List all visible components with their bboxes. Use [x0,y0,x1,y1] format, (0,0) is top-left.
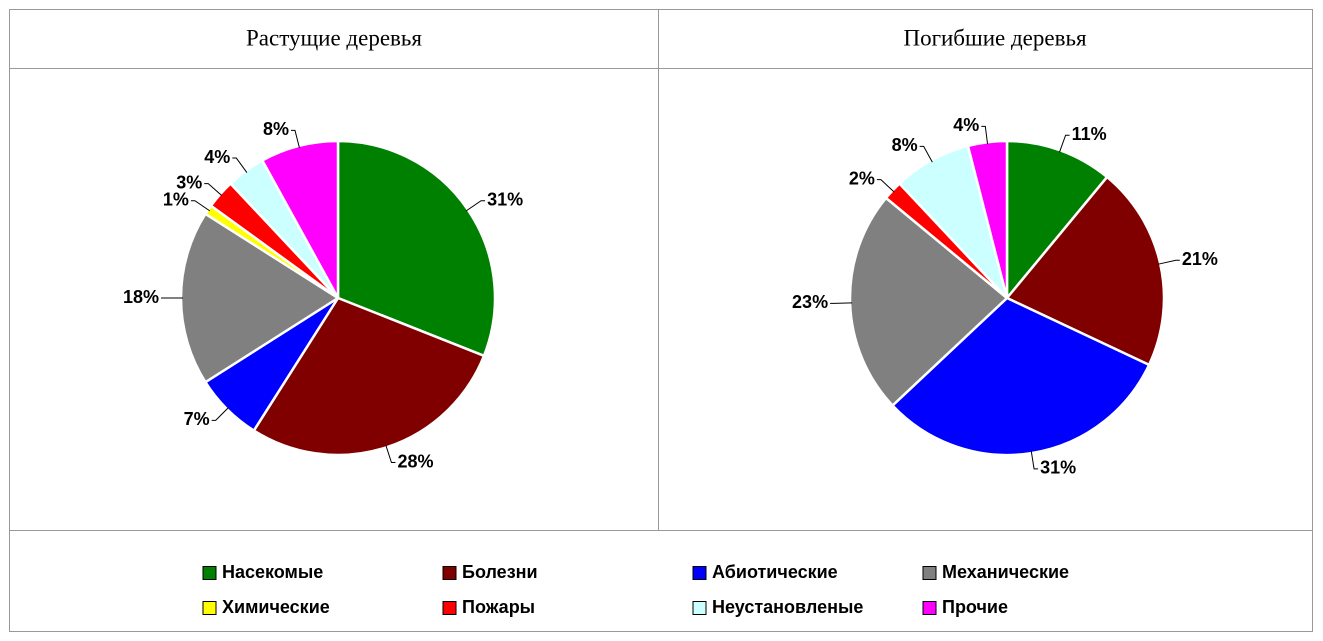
data-label: 23% [792,292,828,312]
data-label: 4% [204,147,230,167]
legend-swatch [442,601,457,615]
data-label: 7% [184,409,210,429]
legend-swatch [922,566,937,580]
legend-swatch [202,566,217,580]
data-label: 4% [953,115,979,135]
leader-line [204,183,223,196]
leader-line [232,157,248,173]
data-label: 8% [892,135,918,155]
legend-label: Прочие [942,597,1008,617]
leader-line [385,445,396,464]
legend-swatch [442,566,457,580]
leader-line [1158,259,1180,265]
data-label: 2% [849,168,875,188]
table-frame [9,9,1313,632]
data-label: 18% [123,287,159,307]
leader-line [290,129,300,148]
leader-line [465,200,486,212]
chart-title: Растущие деревья [246,25,422,50]
leader-line [1059,134,1070,153]
legend-label: Насекомые [222,562,323,582]
leader-line [190,200,211,212]
leader-line [981,125,989,145]
legend-label: Механические [942,562,1069,582]
chart-title: Погибшие деревья [903,25,1087,50]
leader-line [919,145,933,163]
legend-label: Неустановленые [712,597,863,617]
data-label: 31% [487,190,523,210]
data-label: 8% [263,119,289,139]
leader-line [211,407,229,421]
data-label: 21% [1182,249,1218,269]
leader-line [1030,451,1039,470]
legend-label: Болезни [462,562,538,582]
data-label: 31% [1040,458,1076,478]
legend-label: Абиотические [712,562,838,582]
legend-swatch [202,601,217,615]
data-label: 1% [163,190,189,210]
data-label: 11% [1072,124,1107,144]
legend-swatch [922,601,937,615]
leader-line [830,302,853,304]
leader-line [876,179,895,193]
legend-swatch [692,601,707,615]
data-label: 28% [397,451,433,471]
data-label: 3% [176,172,202,192]
legend-label: Пожары [462,597,535,617]
legend-swatch [692,566,707,580]
legend-label: Химические [222,597,330,617]
